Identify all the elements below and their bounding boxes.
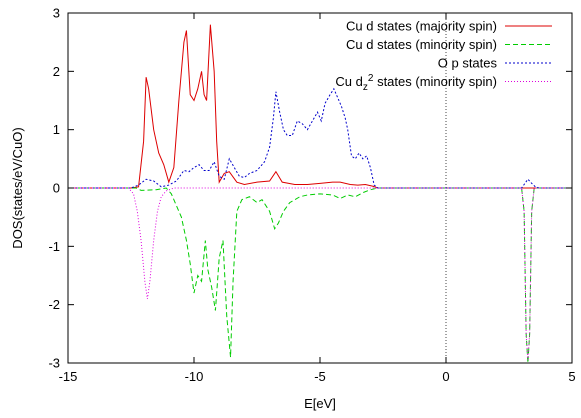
legend-text: Cu d states (majority spin) <box>346 19 497 34</box>
series-layer <box>68 24 572 364</box>
y-tick-label: 3 <box>53 6 60 21</box>
y-tick-label: -3 <box>48 356 60 371</box>
x-tick-label: -10 <box>185 369 204 384</box>
legend-label-2: Cu d states (minority spin) <box>346 37 497 52</box>
series-line-4 <box>68 187 572 361</box>
legend-superscript: 2 <box>368 73 374 84</box>
x-tick-label: 5 <box>568 369 575 384</box>
y-axis-label: DOS(states/eV/CuO) <box>10 127 25 248</box>
series-line-1 <box>68 24 572 189</box>
legend-subscript: z <box>363 82 368 93</box>
legend-text: Cu d <box>335 74 362 89</box>
x-axis-label: E[eV] <box>304 396 336 411</box>
x-tick-label: -15 <box>59 369 78 384</box>
y-tick-label: 1 <box>53 122 60 137</box>
y-tick-label: 2 <box>53 64 60 79</box>
y-tick-label: -2 <box>48 297 60 312</box>
y-tick-label: -1 <box>48 239 60 254</box>
series-line-2 <box>68 187 572 364</box>
legend-label-1: Cu d states (majority spin) <box>346 19 497 34</box>
legend-text-rest: states (minority spin) <box>373 74 497 89</box>
legend-label-3: O p states <box>438 56 498 71</box>
y-tick-label: 0 <box>53 181 60 196</box>
legend-label-4: Cu dz2 states (minority spin) <box>335 73 497 93</box>
series-line-3 <box>68 87 572 189</box>
legend-text: O p states <box>438 56 498 71</box>
legend: Cu d states (majority spin) Cu d states (… <box>335 19 552 93</box>
x-tick-label: 0 <box>442 369 449 384</box>
x-tick-label: -5 <box>314 369 326 384</box>
legend-text: Cu d states (minority spin) <box>346 37 497 52</box>
